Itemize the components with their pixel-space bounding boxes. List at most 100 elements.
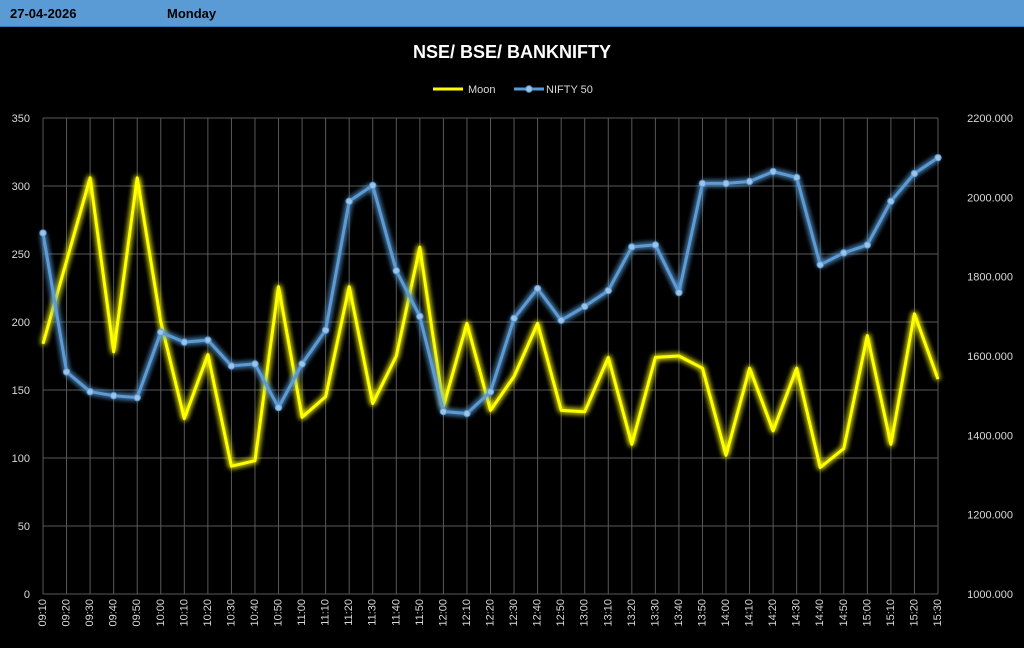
series-point xyxy=(934,153,942,162)
series-point xyxy=(863,241,872,249)
line-chart: NSE/ BSE/ BANKNIFTY Moon NIFTY 50 0 50 100 1… xyxy=(12,42,1013,627)
x-tick-label: 10:10 xyxy=(178,599,190,627)
series-point xyxy=(533,284,542,293)
series-line xyxy=(41,176,940,469)
header-date: 27-04-2026 xyxy=(10,6,77,21)
x-tick-label: 11:00 xyxy=(296,599,308,626)
x-tick-label: 12:30 xyxy=(508,599,520,627)
series-point xyxy=(251,360,259,368)
series-point xyxy=(321,326,330,334)
x-tick-label: 10:20 xyxy=(202,599,214,627)
right-tick-label: 1400.000 xyxy=(967,430,1013,442)
series-point xyxy=(109,391,118,400)
series-point xyxy=(887,197,895,206)
series-point xyxy=(274,403,283,412)
chart-grid xyxy=(42,117,939,595)
x-tick-label: 11:40 xyxy=(390,599,402,626)
series-point xyxy=(439,407,448,416)
series-point xyxy=(745,177,754,186)
series-point xyxy=(675,288,683,297)
series-point xyxy=(345,197,353,206)
chart-legend: Moon NIFTY 50 xyxy=(433,84,593,96)
x-tick-label: 11:50 xyxy=(414,599,426,626)
x-tick-label: 10:40 xyxy=(249,599,261,627)
series-point xyxy=(840,249,848,257)
x-tick-label: 15:20 xyxy=(908,599,920,627)
x-tick-label: 09:30 xyxy=(84,599,96,627)
x-tick-label: 10:30 xyxy=(225,599,237,627)
x-tick-label: 14:10 xyxy=(744,599,756,627)
series-point xyxy=(392,267,400,275)
x-tick-label: 13:10 xyxy=(602,599,614,627)
series-point xyxy=(769,167,777,176)
x-tick-label: 15:10 xyxy=(885,599,897,627)
x-tick-label: 14:50 xyxy=(838,599,850,627)
series-point xyxy=(86,388,94,396)
series-point xyxy=(463,409,471,418)
right-tick-label: 2000.000 xyxy=(967,192,1013,204)
series-point xyxy=(510,314,518,323)
x-tick-label: 09:10 xyxy=(37,599,49,627)
series-point xyxy=(722,179,730,188)
series-point xyxy=(486,388,495,396)
legend-label: Moon xyxy=(468,84,496,96)
legend-label: NIFTY 50 xyxy=(546,84,593,96)
left-tick-label: 300 xyxy=(12,181,30,193)
series-nifty-50 xyxy=(39,153,942,418)
right-tick-label: 1200.000 xyxy=(967,510,1013,522)
left-axis: 0 50 100 150 200 250 300 350 xyxy=(12,113,30,601)
series-point xyxy=(298,360,306,368)
series-point xyxy=(62,368,71,376)
x-tick-label: 13:40 xyxy=(673,599,685,627)
series-point xyxy=(816,261,824,269)
series-point xyxy=(557,316,565,324)
right-tick-label: 2200.000 xyxy=(967,113,1013,125)
series-point xyxy=(416,312,424,321)
series-point xyxy=(581,302,589,311)
x-tick-label: 13:20 xyxy=(626,599,638,627)
x-tick-label: 13:30 xyxy=(649,599,661,627)
legend-marker xyxy=(525,85,533,93)
x-tick-label: 09:20 xyxy=(61,599,73,627)
x-tick-label: 15:30 xyxy=(932,599,944,627)
header-bar: 27-04-2026 Monday xyxy=(0,0,1024,27)
legend-item: NIFTY 50 xyxy=(514,84,593,96)
left-tick-label: 0 xyxy=(24,589,30,601)
x-tick-label: 12:20 xyxy=(485,599,497,627)
series-moon xyxy=(41,176,940,469)
series-point xyxy=(628,243,636,251)
series-point xyxy=(133,393,141,402)
left-tick-label: 250 xyxy=(12,249,30,261)
x-tick-label: 14:20 xyxy=(767,599,779,627)
x-tick-label: 11:30 xyxy=(367,599,379,626)
right-tick-label: 1000.000 xyxy=(967,589,1013,601)
x-tick-label: 12:40 xyxy=(532,599,544,627)
x-tick-label: 13:50 xyxy=(696,599,708,627)
chart-title: NSE/ BSE/ BANKNIFTY xyxy=(413,42,611,62)
x-axis: 09:10 09:20 09:30 09:40 09:50 10:00 10:10 10:20… xyxy=(37,599,944,627)
x-tick-label: 15:00 xyxy=(861,599,873,627)
series-point xyxy=(651,241,660,249)
series-point xyxy=(910,169,919,178)
series-point xyxy=(39,229,47,237)
x-tick-label: 11:20 xyxy=(343,599,355,626)
x-tick-label: 14:30 xyxy=(791,599,803,627)
x-tick-label: 11:10 xyxy=(320,599,332,626)
x-tick-label: 13:00 xyxy=(579,599,591,627)
right-axis: 1000.000 1200.000 1400.000 1600.000 1800.000… xyxy=(967,113,1013,601)
series-point xyxy=(369,181,377,190)
x-tick-label: 09:40 xyxy=(108,599,120,627)
series-point xyxy=(204,336,212,344)
left-tick-label: 200 xyxy=(12,317,30,329)
x-tick-label: 10:50 xyxy=(273,599,285,627)
series-point xyxy=(698,179,707,188)
right-tick-label: 1600.000 xyxy=(967,351,1013,363)
series-point xyxy=(792,173,801,182)
x-tick-label: 09:50 xyxy=(131,599,143,627)
series-point xyxy=(227,362,236,370)
x-tick-label: 10:00 xyxy=(155,599,167,627)
series-layer xyxy=(39,153,942,469)
x-tick-label: 12:00 xyxy=(437,599,449,627)
x-tick-label: 14:40 xyxy=(814,599,826,627)
x-tick-label: 14:00 xyxy=(720,599,732,627)
